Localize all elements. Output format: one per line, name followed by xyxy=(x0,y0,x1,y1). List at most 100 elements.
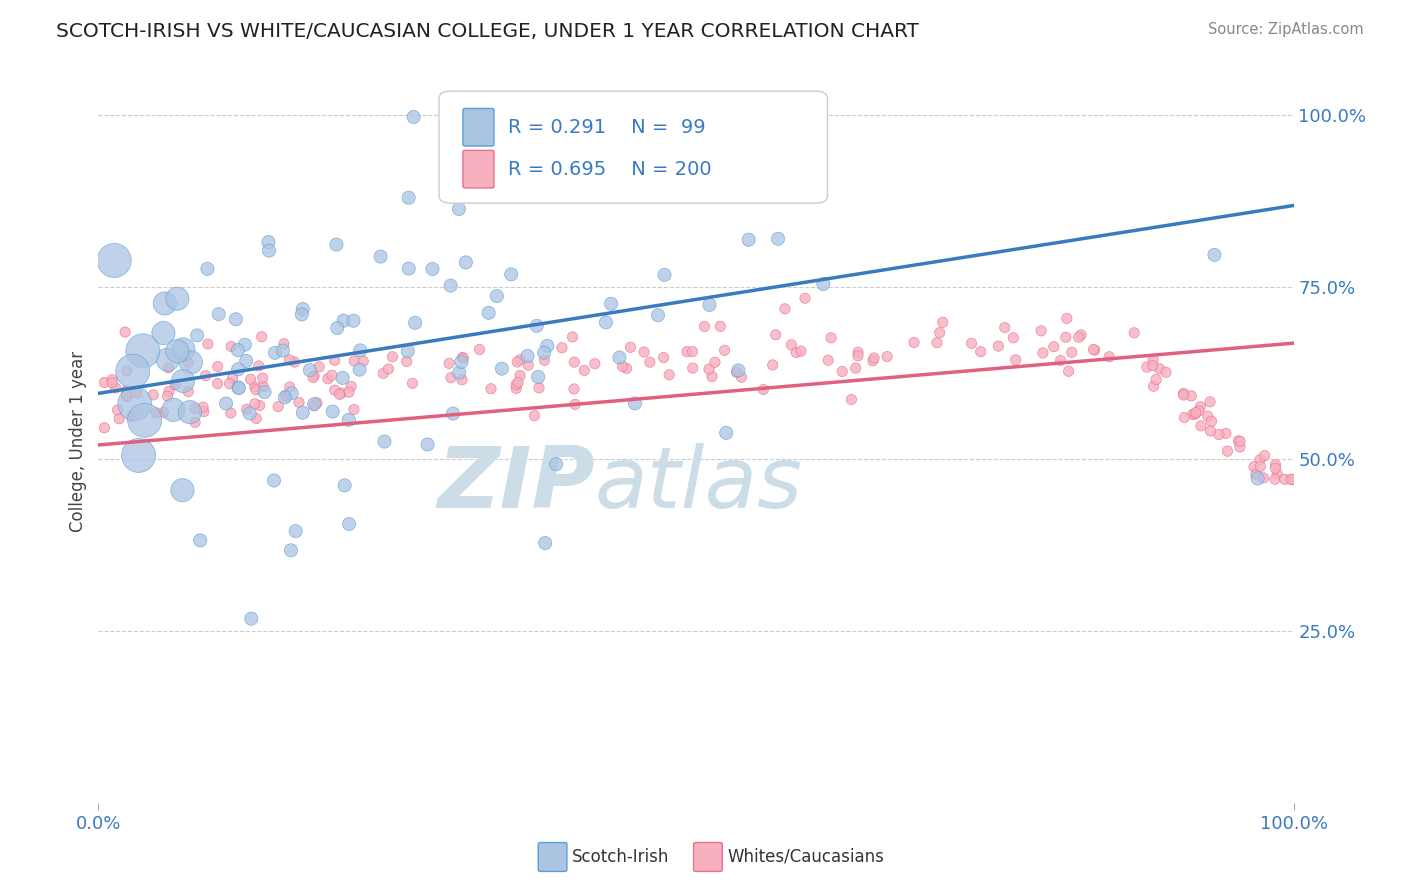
Point xyxy=(1279,472,1302,486)
Point xyxy=(714,425,737,440)
Point xyxy=(517,358,540,372)
Point xyxy=(128,449,150,463)
Point xyxy=(280,543,302,558)
Point xyxy=(527,381,550,395)
Point xyxy=(333,478,356,492)
Point xyxy=(416,437,439,451)
Point xyxy=(1123,326,1146,340)
Point xyxy=(157,384,180,399)
Point xyxy=(142,388,165,402)
Point xyxy=(1189,400,1212,414)
Point xyxy=(352,354,374,368)
Point xyxy=(813,277,835,291)
Text: atlas: atlas xyxy=(595,443,803,526)
Point xyxy=(163,377,186,392)
Point xyxy=(1067,330,1090,344)
FancyBboxPatch shape xyxy=(463,151,494,188)
Point xyxy=(1215,426,1237,441)
Point xyxy=(1188,404,1211,418)
Point xyxy=(451,373,474,387)
Point xyxy=(928,326,950,340)
Point xyxy=(373,367,395,381)
Point xyxy=(337,516,360,531)
Point xyxy=(273,336,295,351)
Point xyxy=(1281,472,1303,486)
Point xyxy=(302,370,325,384)
Point xyxy=(1199,424,1222,438)
Point xyxy=(291,301,314,316)
Point xyxy=(398,191,420,205)
Point xyxy=(101,376,124,390)
Point xyxy=(1004,352,1026,367)
Text: ZIP: ZIP xyxy=(437,443,595,526)
Point xyxy=(831,364,853,378)
Point xyxy=(505,377,527,392)
Point xyxy=(208,307,231,321)
Point xyxy=(725,365,748,379)
Point xyxy=(932,315,955,329)
Point xyxy=(207,376,229,391)
Point xyxy=(233,337,256,351)
Point xyxy=(207,359,229,374)
Point xyxy=(107,403,129,417)
Point xyxy=(183,401,205,416)
Point xyxy=(505,381,527,395)
Point xyxy=(1180,389,1202,403)
Point xyxy=(1201,414,1223,428)
Point xyxy=(523,409,546,423)
Point xyxy=(994,320,1017,334)
Point xyxy=(703,355,725,369)
Point xyxy=(1057,364,1080,378)
Point xyxy=(326,321,349,335)
Point xyxy=(193,404,215,418)
Point xyxy=(93,376,115,390)
Y-axis label: College, Under 1 year: College, Under 1 year xyxy=(69,351,87,533)
Point xyxy=(239,372,262,386)
Point xyxy=(291,406,314,420)
Point xyxy=(284,355,307,369)
Point xyxy=(676,344,699,359)
Point xyxy=(166,292,188,306)
Point xyxy=(103,253,125,268)
Point xyxy=(727,363,749,377)
Point xyxy=(1216,444,1239,458)
Point xyxy=(1083,343,1105,357)
Point xyxy=(152,326,174,340)
Point xyxy=(186,328,208,343)
Point xyxy=(440,370,463,384)
Point xyxy=(162,403,184,417)
Point xyxy=(396,344,419,359)
Point xyxy=(322,404,344,418)
Point xyxy=(506,376,529,390)
Point xyxy=(235,354,257,368)
Point xyxy=(349,362,371,376)
Point xyxy=(1264,461,1286,475)
Point xyxy=(274,391,297,405)
Point xyxy=(820,331,842,345)
Point xyxy=(332,371,354,385)
FancyBboxPatch shape xyxy=(439,91,827,203)
Point xyxy=(226,343,249,357)
Point xyxy=(516,349,538,363)
Point xyxy=(468,343,491,357)
Point xyxy=(323,383,346,397)
Point xyxy=(1173,386,1195,401)
Point xyxy=(323,353,346,368)
Point xyxy=(257,244,280,258)
Point xyxy=(766,232,789,246)
Point xyxy=(533,353,555,368)
Point xyxy=(1054,330,1077,344)
Point xyxy=(501,268,523,282)
Point xyxy=(441,407,464,421)
Point xyxy=(257,235,280,249)
Point xyxy=(253,384,276,399)
Point xyxy=(239,407,262,421)
Point xyxy=(903,335,925,350)
Point xyxy=(453,351,475,365)
Point xyxy=(841,392,863,407)
Point xyxy=(619,340,641,354)
Point xyxy=(564,397,586,411)
Point xyxy=(179,405,201,419)
Point xyxy=(1264,458,1286,472)
Point xyxy=(337,413,360,427)
